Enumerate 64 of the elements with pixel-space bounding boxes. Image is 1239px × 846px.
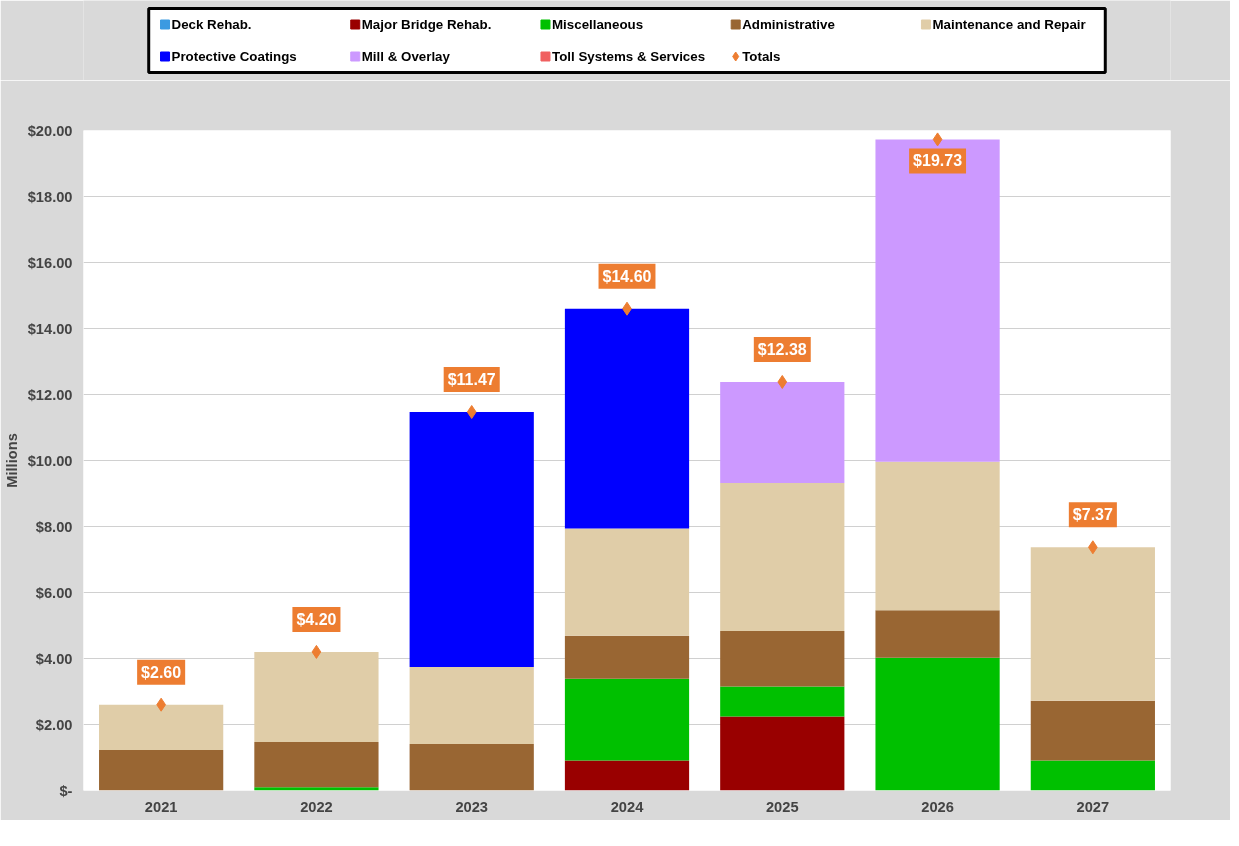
- data-label: $2.60: [141, 663, 182, 681]
- legend-label: Administrative: [742, 17, 835, 32]
- bar: [875, 461, 1000, 611]
- x-tick-label: 2026: [921, 798, 954, 815]
- bar: [720, 381, 845, 483]
- bar: [720, 631, 845, 687]
- bar: [720, 716, 845, 791]
- bar: [564, 528, 690, 636]
- x-tick-label: 2022: [300, 798, 333, 815]
- point: [311, 644, 322, 659]
- y-tick-label: $2.00: [35, 716, 73, 733]
- x-tick-label: 2025: [765, 798, 799, 815]
- y-tick-label: $10.00: [27, 452, 73, 469]
- data-label: $11.47: [447, 370, 496, 388]
- point: [777, 374, 788, 389]
- bar: [564, 308, 690, 529]
- bar: [409, 743, 534, 791]
- bar: [1030, 700, 1155, 761]
- bar: [564, 678, 690, 761]
- x-tick-label: 2021: [144, 798, 178, 815]
- bar: [254, 787, 379, 791]
- x-tick-label: 2023: [455, 798, 489, 815]
- legend-label: Totals: [742, 49, 781, 64]
- bar: [99, 704, 224, 750]
- bar: [1030, 760, 1155, 791]
- x-tick-label: 2027: [1076, 798, 1110, 815]
- bar: [254, 741, 379, 788]
- bar: [99, 749, 224, 791]
- y-tick-label: $18.00: [27, 188, 73, 205]
- data-label: $19.73: [913, 152, 963, 170]
- point: [466, 404, 477, 419]
- bar: [1030, 547, 1155, 701]
- bar: [720, 482, 845, 632]
- x-tick-label: 2024: [610, 798, 645, 815]
- y-tick-label: $-: [59, 782, 73, 799]
- y-tick-label: $4.00: [35, 650, 73, 667]
- y-tick-label: $12.00: [27, 386, 73, 403]
- data-label: $7.37: [1072, 506, 1113, 524]
- bar: [875, 610, 1000, 658]
- legend-label: Mill & Overlay: [361, 49, 451, 64]
- data-label: $12.38: [757, 340, 807, 358]
- y-tick-label: $6.00: [35, 584, 73, 601]
- legend-label: Deck Rehab.: [171, 17, 252, 32]
- legend-label: Major Bridge Rehab.: [361, 17, 492, 32]
- legend-label: Maintenance and Repair: [932, 17, 1086, 32]
- legend-label: Miscellaneous: [552, 17, 644, 32]
- point: [932, 132, 943, 147]
- data-label: $14.60: [602, 267, 652, 285]
- bar: [409, 411, 534, 668]
- bar: [875, 657, 1000, 791]
- y-tick-label: $8.00: [35, 518, 73, 535]
- y-tick-label: $20.00: [27, 122, 73, 139]
- y-tick-label: $14.00: [27, 320, 73, 337]
- bar: [720, 686, 845, 717]
- bar: [564, 635, 690, 679]
- bar: [564, 760, 690, 791]
- bar: [875, 139, 1000, 462]
- data-label: $4.20: [296, 610, 337, 628]
- legend-label: Toll Systems & Services: [552, 49, 706, 64]
- bar: [254, 651, 379, 742]
- y-tick-label: $16.00: [27, 254, 73, 271]
- bar: [409, 667, 534, 744]
- y-axis-title: Millions: [3, 433, 20, 488]
- legend-label: Protective Coatings: [171, 49, 297, 64]
